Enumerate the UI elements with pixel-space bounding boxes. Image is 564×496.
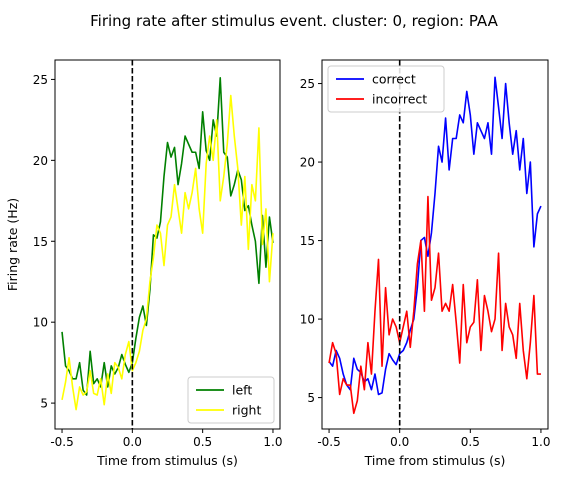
right-panel-chart: -0.5 0.0 0.5 1.0 5 10 15 20 25 Time from stimulus… xyxy=(300,59,550,468)
legend-entry: correct xyxy=(372,72,416,87)
x-tick-label: 0.0 xyxy=(390,435,409,449)
axes-frame xyxy=(54,59,281,430)
x-tick-label: 0.5 xyxy=(461,435,480,449)
x-axis-label: Time from stimulus (s) xyxy=(364,453,506,468)
x-tick-label: 0.5 xyxy=(193,435,212,449)
axes-frame xyxy=(321,59,549,430)
x-tick-label: -0.5 xyxy=(50,435,73,449)
x-tick-label: 0.0 xyxy=(123,435,142,449)
y-tick-label: 15 xyxy=(300,234,315,248)
figure-title: Firing rate after stimulus event. cluste… xyxy=(90,12,499,30)
y-tick-label: 25 xyxy=(33,73,48,87)
y-tick-label: 10 xyxy=(33,316,48,330)
legend-entry: left xyxy=(232,383,252,398)
legend-box xyxy=(187,376,275,424)
x-tick-label: 1.0 xyxy=(531,435,550,449)
y-axis-label: Firing rate (Hz) xyxy=(5,198,20,291)
y-tick-label: 20 xyxy=(300,156,315,170)
y-tick-label: 25 xyxy=(300,77,315,91)
series-lines xyxy=(61,77,274,411)
y-tick-label: 20 xyxy=(33,154,48,168)
legend-entry: right xyxy=(232,403,261,418)
series-line-incorrect xyxy=(328,195,541,415)
left-panel-chart: -0.5 0.0 0.5 1.0 5 10 15 20 25 Time from stimulus… xyxy=(5,59,283,468)
legend-entry: incorrect xyxy=(372,92,427,107)
x-tick-label: 1.0 xyxy=(263,435,282,449)
series-lines xyxy=(328,76,542,415)
series-line-right xyxy=(61,94,274,411)
x-tick-label: -0.5 xyxy=(317,435,340,449)
legend: left right xyxy=(187,376,275,424)
y-tick-label: 5 xyxy=(40,397,48,411)
y-tick-label: 15 xyxy=(33,235,48,249)
legend: correct incorrect xyxy=(327,65,445,113)
legend-box xyxy=(327,65,445,113)
x-axis-label: Time from stimulus (s) xyxy=(96,453,238,468)
y-tick-label: 10 xyxy=(300,313,315,327)
y-tick-label: 5 xyxy=(307,391,315,405)
